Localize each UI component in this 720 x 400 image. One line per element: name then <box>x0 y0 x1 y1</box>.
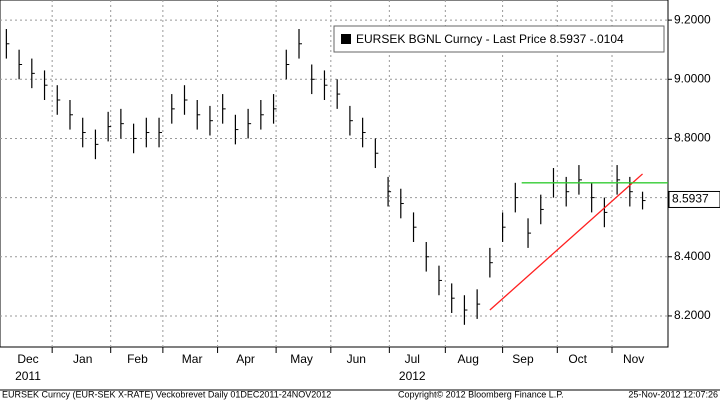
legend-swatch <box>341 34 351 44</box>
footer-right: 25-Nov-2012 12:07:26 <box>628 389 718 399</box>
x-tick-label: May <box>290 352 313 366</box>
y-tick-label: 8.4000 <box>674 249 711 263</box>
footer-left: EURSEK Curncy (EUR-SEK X-RATE) Veckobrev… <box>2 389 331 399</box>
y-tick-label: 8.8000 <box>674 131 711 145</box>
x-tick-label: Mar <box>182 352 203 366</box>
x-tick-label: Feb <box>127 352 148 366</box>
x-tick-label: Jan <box>73 352 92 366</box>
x-tick-label: Jun <box>347 352 366 366</box>
x-tick-label: Oct <box>568 352 587 366</box>
x-tick-label: Apr <box>236 352 255 366</box>
trend-line <box>489 173 643 311</box>
legend-text: EURSEK BGNL Curncy - Last Price 8.5937 -… <box>356 32 624 46</box>
legend: EURSEK BGNL Curncy - Last Price 8.5937 -… <box>333 25 665 53</box>
footer-center: Copyright© 2012 Bloomberg Finance L.P. <box>398 389 564 399</box>
plot-frame <box>0 0 669 348</box>
x-tick-label: Aug <box>458 352 479 366</box>
last-price-box <box>668 190 720 208</box>
x-tick-label: Dec <box>17 352 38 366</box>
x-tick-label: Nov <box>623 352 644 366</box>
last-price-label: 8.5937 <box>672 192 709 206</box>
x-tick-label: Jul <box>405 352 420 366</box>
y-tick-label: 8.2000 <box>674 308 711 322</box>
legend-box <box>333 25 665 53</box>
y-tick-label: 9.0000 <box>674 71 711 85</box>
year-label: 2012 <box>399 369 426 383</box>
x-tick-label: Sep <box>512 352 534 366</box>
y-tick-label: 9.2000 <box>674 12 711 26</box>
year-label: 2011 <box>15 369 41 383</box>
